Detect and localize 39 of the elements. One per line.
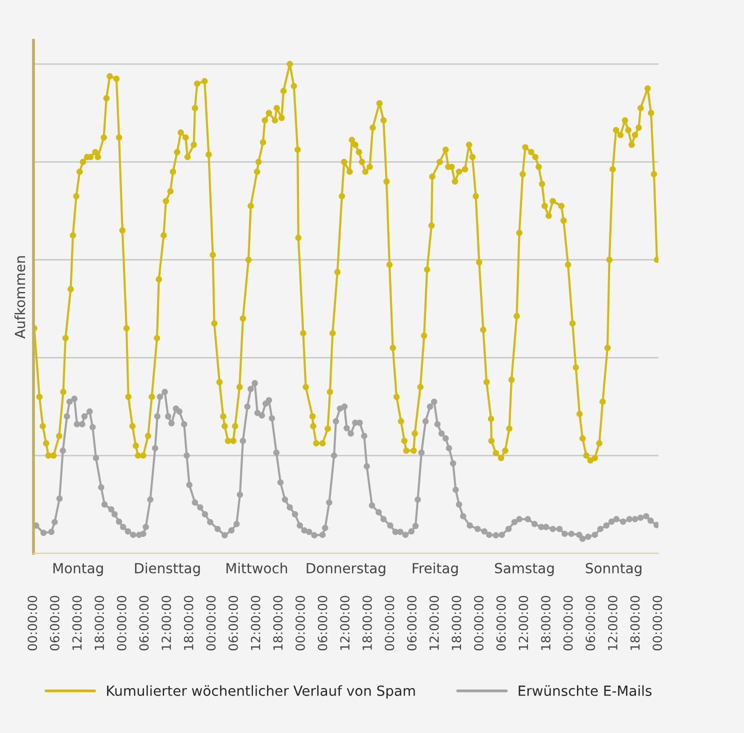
x-tick-label: 06:00:00 [407,596,417,650]
x-tick-label: 18:00:00 [630,596,640,650]
x-tick-label: 18:00:00 [541,596,550,650]
x-tick-label: 12:00:00 [162,596,172,650]
x-tick-label: 00:00:00 [652,596,662,650]
text: Donnerstag [306,563,386,576]
x-tick-label: 00:00:00 [206,596,216,650]
x-tick-label: 18:00:00 [362,596,372,650]
x-tick-label: 18:00:00 [94,596,104,650]
x-tick-label: 00:00:00 [384,596,394,650]
text: Diensttag [135,562,200,576]
text: Sonntag [586,562,642,576]
x-tick-label: 06:00:00 [139,596,149,650]
x-tick-label: 12:00:00 [340,596,350,650]
x-tick-label: 18:00:00 [273,596,283,650]
x-tick-label: 06:00:00 [586,596,596,650]
x-tick-label: 00:00:00 [28,596,38,650]
x-tick-label: 12:00:00 [518,596,528,650]
x-tick-label: 12:00:00 [429,596,439,650]
x-tick-label: 18:00:00 [452,596,462,650]
x-tick-label: 12:00:00 [608,596,618,650]
text: Freitag [412,562,458,576]
text: Samstag [495,562,554,576]
x-tick-label: 00:00:00 [295,596,305,650]
text: Montag [53,563,103,576]
text: Mittwoch [226,562,288,574]
x-tick-label: 18:00:00 [184,596,194,650]
x-tick-label: 06:00:00 [318,596,328,650]
x-tick-label: 12:00:00 [72,596,82,650]
x-tick-label: 00:00:00 [116,596,126,650]
legend-label: Kumulierter wöchentlicher Verlauf von Spam [107,685,415,699]
x-tick-label: 00:00:00 [563,596,573,650]
x-tick-label: 00:00:00 [474,596,484,650]
y-axis-title: Aufkommen [14,256,26,339]
x-tick-label: 06:00:00 [228,596,238,650]
x-tick-label: 06:00:00 [496,596,506,650]
x-tick-label: 06:00:00 [50,596,60,650]
x-tick-label: 12:00:00 [250,596,260,650]
legend-label: Erwünschte E-Mails [518,685,652,696]
